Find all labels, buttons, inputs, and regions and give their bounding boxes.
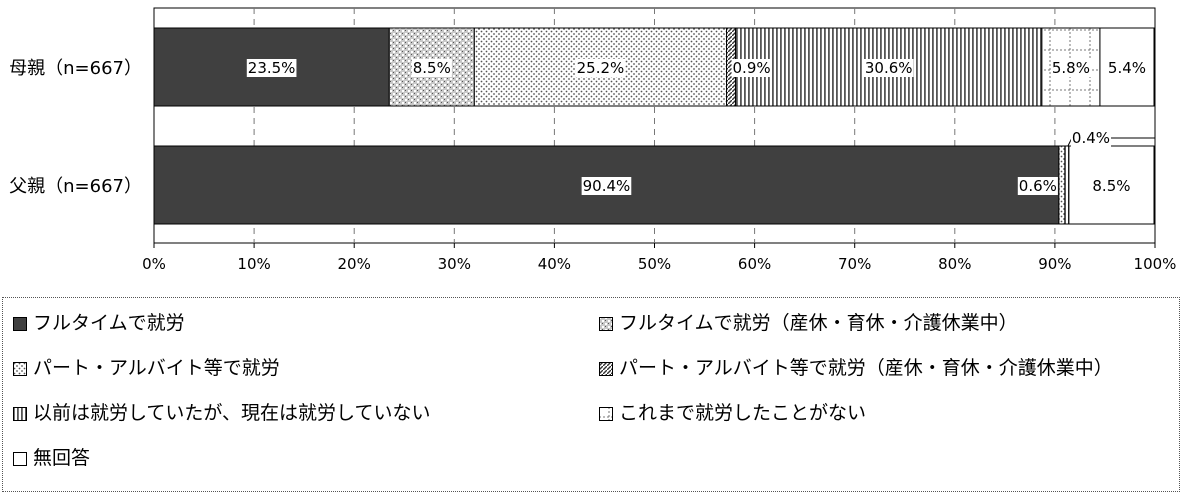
x-tick-label: 100% [1134, 255, 1177, 273]
legend-item: これまで就労したことがない [599, 404, 866, 423]
data-label: 30.6% [863, 59, 914, 77]
svg-text:0.6%: 0.6% [1019, 177, 1057, 195]
x-tick-label: 90% [1038, 255, 1071, 273]
svg-text:5.4%: 5.4% [1108, 59, 1146, 77]
legend-item: フルタイムで就労 [13, 314, 185, 333]
x-tick-label: 30% [438, 255, 471, 273]
legend-swatch [599, 406, 613, 421]
data-label: 90.4% [581, 177, 632, 195]
data-label: 25.2% [575, 59, 626, 77]
data-label: 23.5% [246, 59, 297, 77]
legend-label: パート・アルバイト等で就労 [33, 357, 280, 379]
x-tick-label: 40% [538, 255, 571, 273]
svg-text:0.4%: 0.4% [1072, 129, 1110, 147]
category-label: 母親（n=667） [9, 58, 142, 79]
data-label: 5.4% [1106, 59, 1148, 77]
data-label: 0.9% [731, 59, 772, 77]
legend: フルタイムで就労 フルタイムで就労（産休・育休・介護休業中） パート・アルバイト等で… [2, 297, 1180, 492]
legend-item: フルタイムで就労（産休・育休・介護休業中） [599, 314, 1018, 333]
data-label: 0.6% [1017, 177, 1058, 195]
svg-text:8.5%: 8.5% [1092, 177, 1130, 195]
bar-segment [153, 27, 390, 107]
bar-segment [1064, 145, 1070, 225]
bar-segment [1058, 145, 1066, 225]
legend-item: パート・アルバイト等で就労 [13, 359, 280, 378]
data-label: 0.4% [1070, 129, 1112, 147]
legend-swatch [13, 316, 27, 331]
svg-text:8.5%: 8.5% [413, 59, 451, 77]
svg-text:30.6%: 30.6% [865, 59, 913, 77]
x-tick-label: 60% [738, 255, 771, 273]
legend-swatch [13, 406, 27, 421]
legend-label: これまで就労したことがない [619, 402, 867, 424]
x-tick-label: 80% [938, 255, 971, 273]
x-tick-label: 70% [838, 255, 871, 273]
legend-label: パート・アルバイト等で就労（産休・育休・介護休業中） [619, 357, 1113, 379]
legend-swatch [599, 361, 613, 376]
data-label: 8.5% [411, 59, 452, 77]
legend-label: フルタイムで就労（産休・育休・介護休業中） [619, 312, 1018, 334]
data-label: 5.8% [1050, 59, 1091, 77]
data-label: 8.5% [1091, 177, 1132, 195]
legend-item: 以前は就労していたが、現在は就労していない [13, 404, 430, 423]
legend-swatch [13, 361, 27, 376]
svg-text:0.9%: 0.9% [733, 59, 771, 77]
svg-text:25.2%: 25.2% [577, 59, 625, 77]
svg-text:90.4%: 90.4% [583, 177, 631, 195]
x-tick-label: 50% [638, 255, 671, 273]
legend-swatch [599, 316, 613, 331]
stacked-bar-chart: 23.5% 8.5% 25.2% 0.9% 30.6% 5.8% 5.4% 90.4% 0.6%… [9, 7, 1177, 273]
svg-text:5.8%: 5.8% [1052, 59, 1090, 77]
legend-item: 無回答 [13, 449, 90, 468]
category-label: 父親（n=667） [9, 176, 142, 197]
svg-text:23.5%: 23.5% [248, 59, 296, 77]
legend-item: パート・アルバイト等で就労（産休・育休・介護休業中） [599, 359, 1113, 378]
legend-label: 無回答 [33, 447, 91, 469]
x-tick-label: 10% [237, 255, 270, 273]
x-tick-label: 0% [142, 255, 166, 273]
legend-swatch [13, 451, 27, 466]
legend-label: 以前は就労していたが、現在は就労していない [33, 402, 431, 424]
legend-label: フルタイムで就労 [33, 312, 185, 334]
x-tick-label: 20% [338, 255, 371, 273]
